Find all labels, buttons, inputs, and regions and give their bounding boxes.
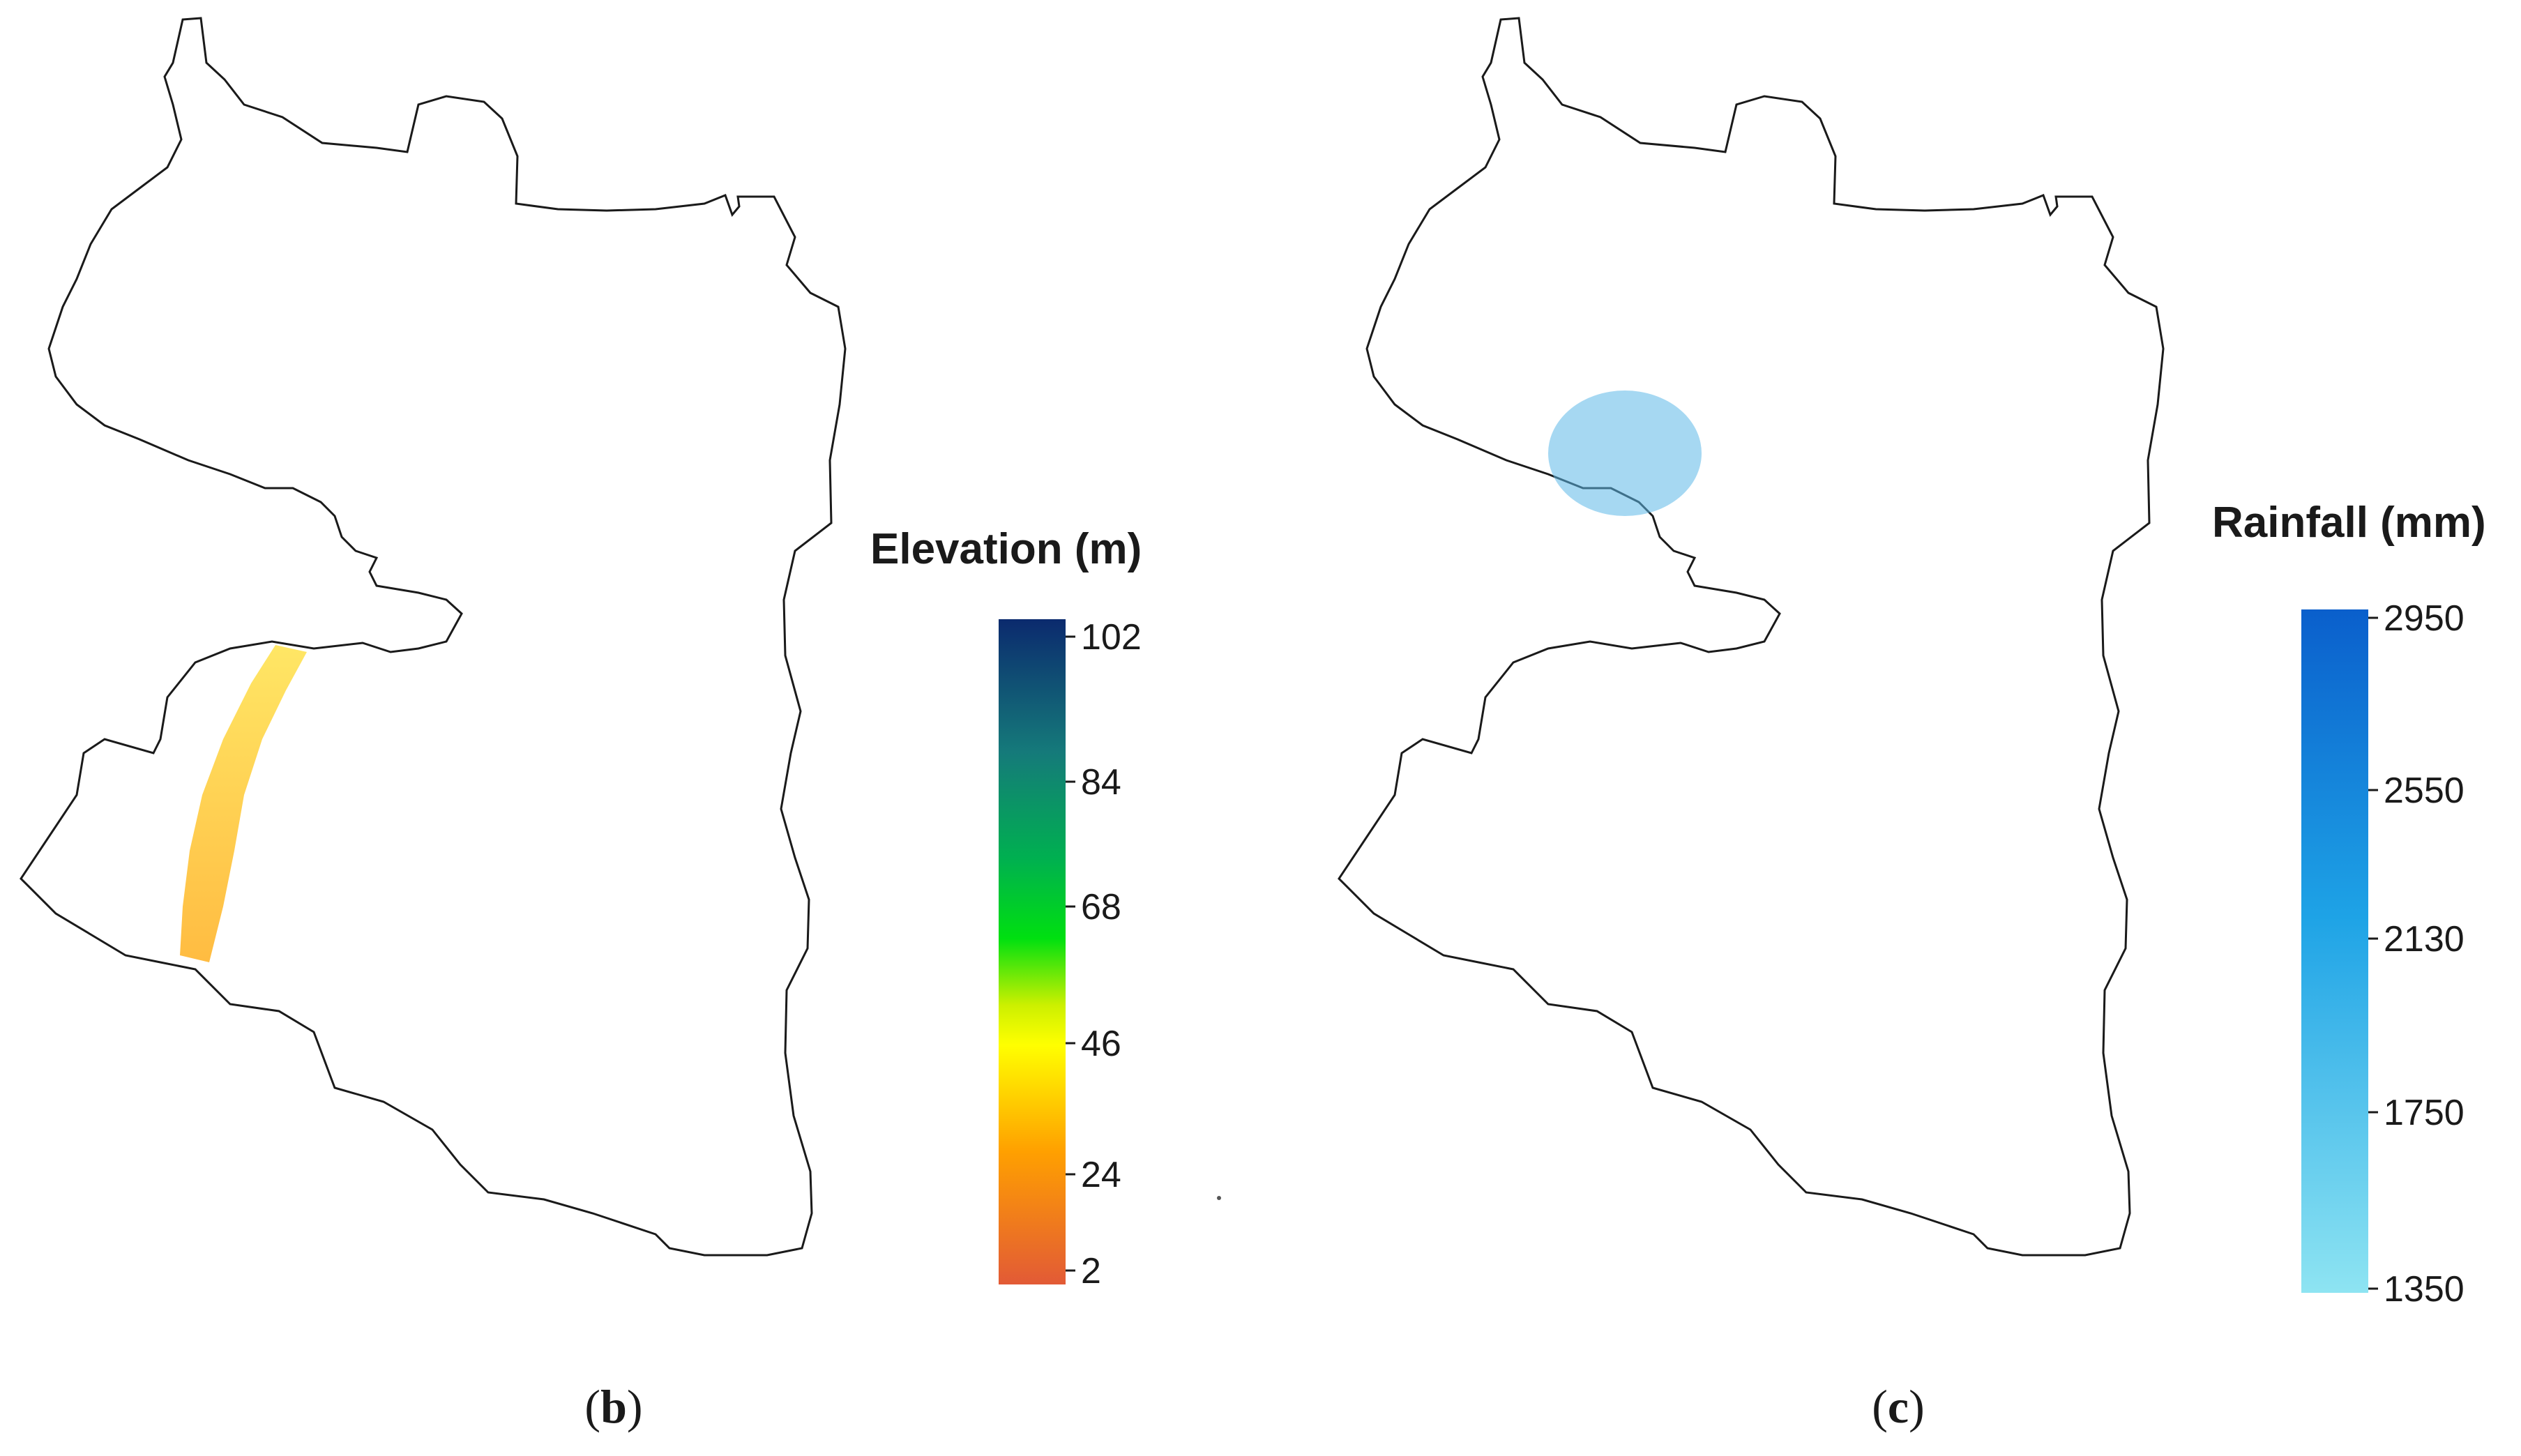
rainfall-local-high xyxy=(1548,390,1702,516)
elevation-legend: Elevation (m) 102 84 68 46 24 2 xyxy=(870,525,1142,1291)
rainfall-tick-label: 2550 xyxy=(2384,771,2465,811)
elevation-tick-label: 24 xyxy=(1081,1155,1121,1195)
rainfall-legend: Rainfall (mm) 2950 2550 2130 1750 1350 xyxy=(2212,499,2486,1310)
rainfall-ticks: 2950 2550 2130 1750 1350 xyxy=(2368,598,2465,1310)
stray-dot xyxy=(1217,1196,1221,1200)
elevation-map xyxy=(20,17,847,1257)
water-inlet xyxy=(418,139,488,174)
elevation-tick-label: 68 xyxy=(1081,887,1121,927)
elevation-legend-title: Elevation (m) xyxy=(870,525,1142,573)
rainfall-map xyxy=(1338,17,2165,1257)
elevation-ridge xyxy=(180,645,307,962)
elevation-tick-label: 46 xyxy=(1081,1024,1121,1064)
elevation-tick-label: 84 xyxy=(1081,762,1121,803)
rainfall-tick-label: 1350 xyxy=(2384,1269,2465,1310)
elevation-ticks: 102 84 68 46 24 2 xyxy=(1066,617,1142,1291)
rainfall-tick-label: 1750 xyxy=(2384,1093,2465,1133)
elevation-tick-label: 102 xyxy=(1081,617,1142,658)
water-inlet-south xyxy=(711,1151,774,1243)
elevation-tick-label: 2 xyxy=(1081,1251,1101,1291)
rainfall-legend-title: Rainfall (mm) xyxy=(2212,499,2486,547)
rainfall-tick-label: 2130 xyxy=(2384,919,2465,960)
rainfall-tick-label: 2950 xyxy=(2384,598,2465,639)
water-inlet xyxy=(1736,139,1806,174)
panel-label-b: (b) xyxy=(584,1380,642,1433)
elevation-colorbar xyxy=(999,619,1066,1284)
rainfall-colorbar xyxy=(2301,609,2368,1293)
panel-label-c: (c) xyxy=(1872,1380,1925,1433)
